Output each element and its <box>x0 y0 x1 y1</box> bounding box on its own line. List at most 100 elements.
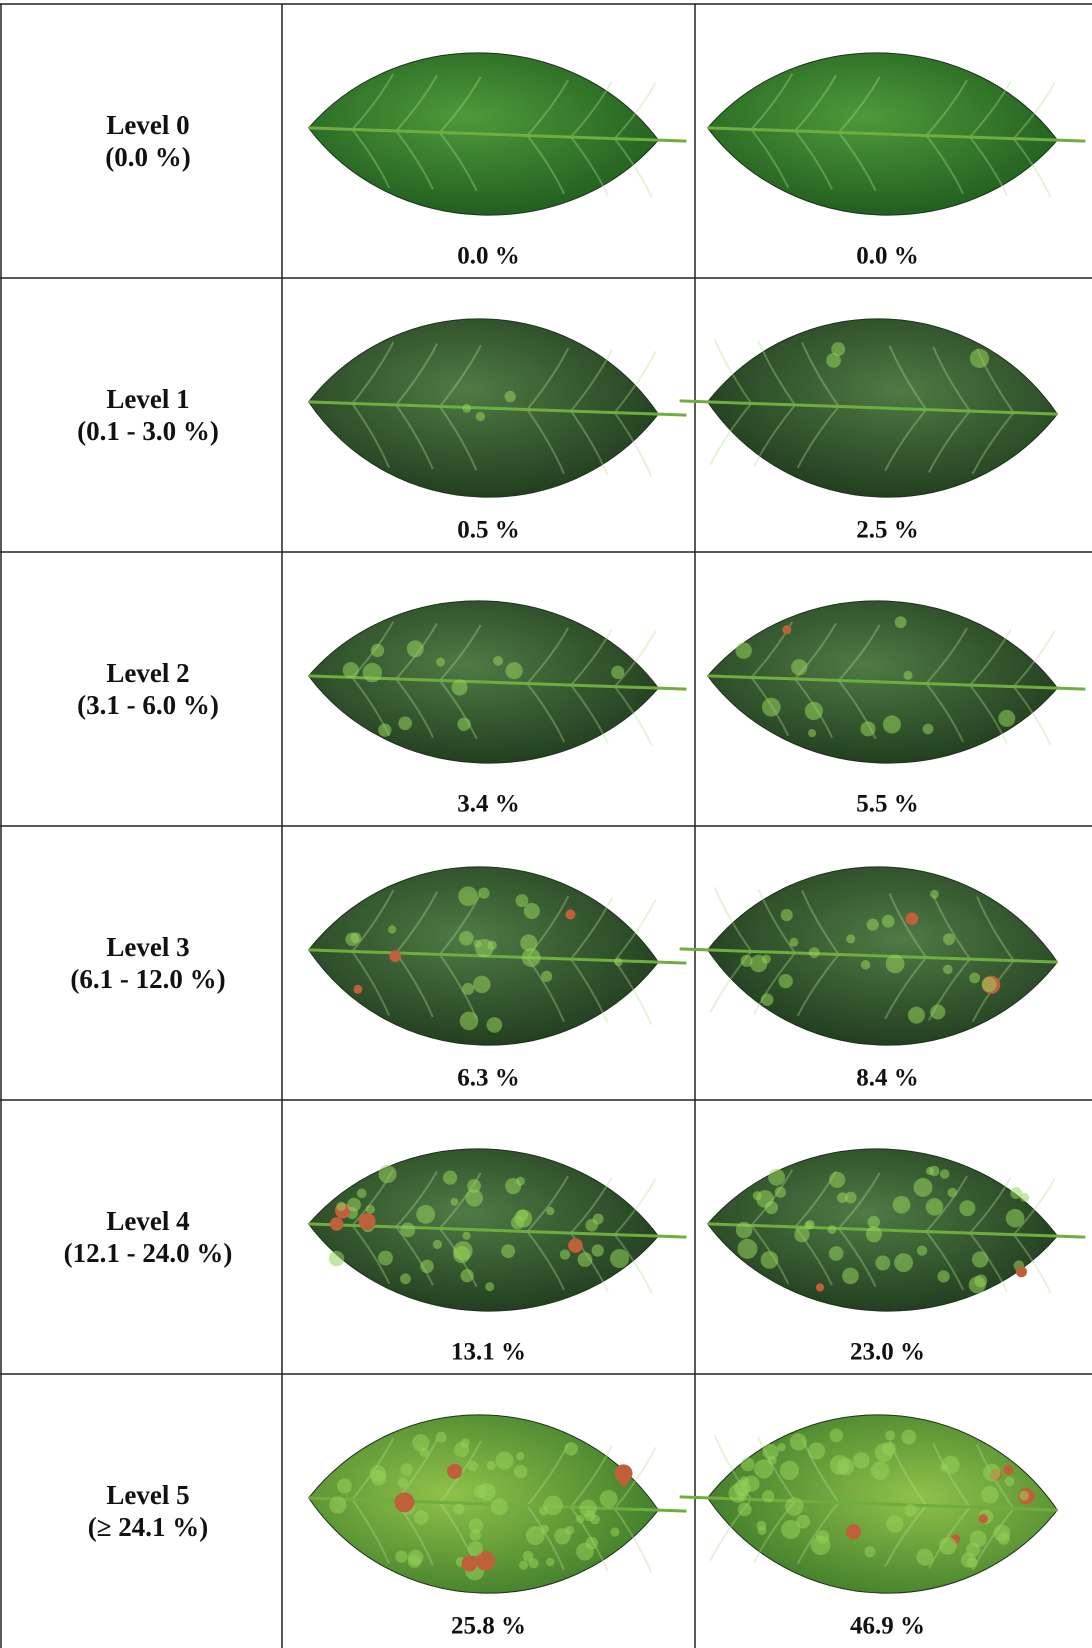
leaf-vein <box>613 960 653 1025</box>
leaf-spot <box>543 1495 563 1516</box>
leaf-spot <box>760 993 774 1007</box>
leaf-spot <box>870 1461 890 1480</box>
leaf-vein <box>801 342 840 408</box>
leaf-vein <box>438 679 478 740</box>
leaf-image <box>307 1148 687 1312</box>
leaf-spot <box>882 1441 896 1456</box>
leaf-spot <box>451 679 468 696</box>
leaf-vein <box>884 956 927 1020</box>
leaf-spot <box>475 1551 496 1571</box>
leaf-spot <box>782 625 792 635</box>
leaf-vein <box>753 952 796 1015</box>
leaf-spot <box>328 1250 345 1267</box>
leaf-vein <box>713 339 753 404</box>
leaf-spot <box>789 937 799 947</box>
leaf-spot <box>398 716 412 731</box>
leaf-spot <box>590 1514 600 1525</box>
leaf-spot <box>749 954 768 973</box>
leaf-vein <box>928 410 971 473</box>
leaf-vein <box>969 136 1008 196</box>
leaf-spot <box>462 403 472 413</box>
leaf-spot <box>866 918 879 931</box>
leaf-vein <box>925 1175 968 1233</box>
leaf-spot <box>614 1464 633 1483</box>
sample-caption: 2.5 % <box>856 517 919 544</box>
leaf-spot <box>523 902 540 919</box>
level-range: (0.1 - 3.0 %) <box>77 416 219 446</box>
leaf-spot <box>938 1537 957 1555</box>
leaf-spot <box>336 1478 352 1494</box>
leaf-spot <box>378 1165 397 1184</box>
leaf-vein <box>526 134 566 195</box>
leaf-spot <box>885 1430 896 1441</box>
leaf-spot <box>329 1496 347 1514</box>
level-range: (6.1 - 12.0 %) <box>70 964 225 994</box>
leaf-vein <box>526 347 570 411</box>
leaf-spot <box>459 931 474 946</box>
sample-caption: 8.4 % <box>856 1065 919 1092</box>
sample-caption: 46.9 % <box>850 1613 925 1640</box>
leaf-vein <box>757 1436 796 1502</box>
leaf-spot <box>860 960 871 970</box>
leaf-spot <box>453 1503 465 1515</box>
leaf-vein <box>888 345 928 411</box>
leaf-vein <box>750 128 790 189</box>
leaf-spot <box>460 1269 474 1283</box>
leaf-spot <box>981 976 997 993</box>
leaf-vein <box>976 896 1015 962</box>
leaf-spot <box>450 1197 459 1206</box>
leaf-spot <box>903 670 913 680</box>
leaf-spot <box>413 1510 429 1525</box>
leaf-spot <box>362 662 382 683</box>
leaf-spot <box>546 1206 555 1216</box>
leaf-spot <box>460 1438 470 1448</box>
leaf-vein <box>439 344 482 408</box>
leaf-spot <box>336 1201 346 1212</box>
leaf-vein <box>1012 630 1056 688</box>
leaf-spot <box>774 1186 787 1198</box>
leaf-spot <box>791 659 808 676</box>
leaf-vein <box>1012 82 1056 140</box>
leaf-vein <box>613 350 657 414</box>
sample-caption: 25.8 % <box>451 1613 526 1640</box>
sample-caption: 6.3 % <box>457 1065 520 1092</box>
leaf-spot <box>781 1519 801 1540</box>
leaf-spot <box>541 970 553 983</box>
leaf-vein <box>439 76 482 134</box>
leaf-vein <box>439 892 482 956</box>
leaf-spot <box>513 1464 528 1479</box>
leaf-vein <box>395 74 438 132</box>
leaf-spot <box>740 1457 755 1472</box>
leaf-vein <box>753 404 796 467</box>
leaf-image <box>679 1414 1059 1594</box>
level-label: Level 5 <box>106 1480 189 1510</box>
leaf-vein <box>613 1178 657 1236</box>
leaf-spot <box>916 1245 928 1256</box>
leaf-spot <box>400 1222 416 1238</box>
leaf-spot <box>467 1541 483 1557</box>
leaf-spot <box>828 1246 844 1261</box>
leaf-spot <box>846 934 856 944</box>
leaf-spot <box>453 1246 471 1264</box>
leaf-vein <box>570 684 609 744</box>
leaf-spot <box>1019 1490 1029 1501</box>
level-range: (12.1 - 24.0 %) <box>64 1238 233 1268</box>
leaf-vein <box>796 953 840 1017</box>
leaf-spot <box>925 1198 944 1216</box>
leaf-spot <box>528 1558 539 1569</box>
leaf-spot <box>864 1546 876 1558</box>
leaf-vein <box>794 74 837 132</box>
leaf-vein <box>526 682 566 743</box>
leaf-vein <box>395 404 434 470</box>
leaf-spot <box>969 972 981 984</box>
sample-caption: 13.1 % <box>451 1339 526 1366</box>
leaf-vein <box>526 1504 565 1570</box>
leaf-spot <box>378 1250 393 1266</box>
leaf-spot <box>468 1518 483 1533</box>
leaf-spot <box>353 984 363 994</box>
sample-caption: 5.5 % <box>856 791 919 818</box>
leaf-spot <box>611 665 625 679</box>
level-label: Level 0 <box>106 110 189 140</box>
leaf-spot <box>447 1463 463 1479</box>
leaf-midrib <box>308 948 687 965</box>
